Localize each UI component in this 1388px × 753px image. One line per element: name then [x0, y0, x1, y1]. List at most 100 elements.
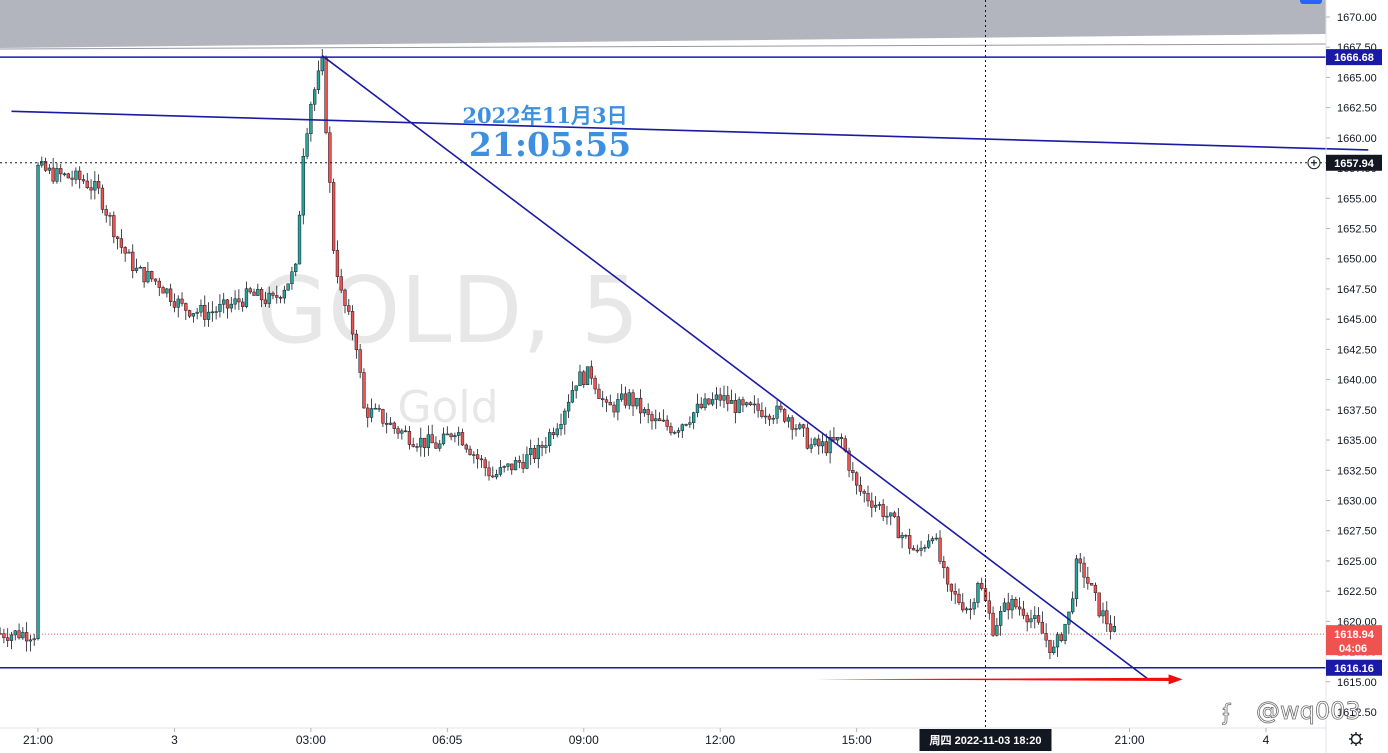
candle-body: [1040, 621, 1044, 634]
candle-body: [210, 311, 214, 314]
candle-body: [563, 410, 567, 425]
candle-body: [385, 422, 389, 425]
candle-body: [373, 407, 377, 410]
candle-body: [43, 161, 48, 171]
candle-body: [957, 593, 961, 603]
candle-body: [1059, 634, 1063, 641]
candle-body: [574, 385, 578, 391]
candle-body: [839, 436, 844, 439]
settings-gear-icon[interactable]: [1349, 732, 1363, 746]
candle-body: [938, 537, 942, 562]
candle-body: [896, 516, 900, 539]
symbol-watermark: GOLD, 5: [257, 257, 640, 364]
candle-body: [927, 540, 931, 548]
candle-body: [328, 132, 332, 183]
candle-body: [313, 89, 317, 105]
candle-body: [805, 427, 810, 449]
candle-body: [1036, 615, 1041, 623]
candle-body: [604, 399, 609, 403]
price-axis[interactable]: 1612.501615.001617.501620.001622.501625.…: [1326, 12, 1377, 719]
candle-body: [847, 450, 851, 471]
candle-body: [1010, 599, 1014, 611]
candle-body: [968, 608, 972, 611]
candle-body: [9, 634, 14, 641]
credit-watermark: ʄ @wq003: [1222, 697, 1361, 727]
y-tick-label: 1662.50: [1337, 103, 1377, 115]
time-axis[interactable]: 21:00 3 03:00 06:05 09:00 12:00 15:00 21:00 4: [23, 728, 1270, 747]
candle-body: [275, 295, 279, 298]
candle-body: [191, 313, 196, 317]
current-price-tag: 1618.94: [1334, 629, 1375, 641]
candle-body: [972, 602, 976, 610]
candle-body: [820, 441, 825, 447]
candle-body: [214, 311, 218, 313]
candle-body: [290, 271, 294, 285]
candle-body: [529, 448, 533, 456]
candle-body: [415, 446, 419, 448]
candle-body: [335, 250, 340, 277]
candle-body: [623, 393, 628, 406]
candle-body: [593, 377, 597, 390]
y-tick-label: 1655.00: [1337, 193, 1377, 205]
candle-body: [525, 454, 529, 469]
candle-body: [1078, 558, 1082, 564]
candle-body: [134, 267, 139, 271]
candle-body: [59, 168, 63, 175]
candle-body: [710, 399, 715, 405]
candle-body: [138, 266, 142, 269]
candle-body: [881, 504, 885, 517]
candle-body: [343, 289, 347, 306]
candle-body: [6, 637, 10, 641]
candle-body: [987, 600, 991, 614]
candle-body: [695, 403, 700, 413]
x-tick-label: 03:00: [296, 733, 326, 747]
candle-body: [559, 424, 563, 430]
candle-body: [657, 418, 662, 422]
candle-body: [1105, 610, 1109, 625]
candle-body: [756, 403, 760, 411]
add-alert-plus-icon[interactable]: [1307, 156, 1321, 170]
y-tick-label: 1665.00: [1337, 72, 1377, 84]
candle-body: [271, 292, 275, 296]
candle-body: [460, 432, 465, 446]
candle-body: [775, 405, 779, 419]
y-tick-label: 1622.50: [1337, 586, 1377, 598]
candle-body: [70, 177, 74, 180]
candle-body: [153, 278, 158, 282]
x-tick-label: 3: [171, 733, 178, 747]
candle-body: [1074, 558, 1079, 600]
candle-body: [836, 436, 840, 441]
level-price-tag-bg: [1326, 659, 1382, 676]
candle-body: [347, 305, 351, 312]
candle-body: [229, 303, 233, 309]
y-tick-label: 1670.00: [1337, 12, 1377, 24]
candle-body: [150, 271, 154, 280]
y-tick-label: 1615.00: [1337, 677, 1377, 689]
candle-body: [1048, 639, 1052, 653]
candle-body: [851, 470, 855, 474]
candle-body: [582, 371, 586, 385]
candle-body: [566, 401, 571, 412]
candle-body: [707, 398, 711, 405]
candle-body: [1063, 623, 1067, 641]
candle-body: [1021, 608, 1026, 616]
candle-body: [1055, 634, 1060, 648]
y-tick-label: 1640.00: [1337, 375, 1377, 387]
candle-body: [176, 298, 180, 308]
candle-body: [597, 388, 601, 399]
plot-background: [0, 0, 1326, 728]
candle-body: [324, 57, 328, 134]
candle-body: [798, 424, 802, 429]
arrow-layer: [814, 674, 1183, 685]
candle-body: [578, 371, 582, 387]
candle-body: [222, 299, 226, 305]
scale-button[interactable]: [1300, 0, 1322, 4]
candle-body: [722, 395, 726, 401]
candle-body: [422, 437, 427, 448]
crosshair-time-tag: 周四 2022-11-03 18:20: [930, 734, 1042, 747]
candle-body: [449, 433, 453, 438]
candle-body: [195, 311, 199, 314]
candle-body: [824, 441, 828, 454]
candle-body: [1071, 598, 1075, 613]
